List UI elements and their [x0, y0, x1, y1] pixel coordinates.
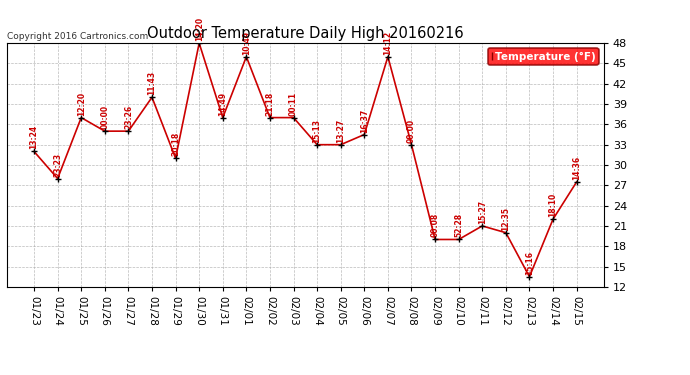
Text: 11:43: 11:43	[148, 71, 157, 95]
Text: 14:12: 14:12	[384, 30, 393, 55]
Text: 16:37: 16:37	[359, 108, 368, 132]
Text: 23:23: 23:23	[53, 152, 62, 177]
Text: 00:11: 00:11	[289, 92, 298, 116]
Text: 21:18: 21:18	[266, 92, 275, 116]
Text: 00:08: 00:08	[431, 213, 440, 237]
Text: 13:24: 13:24	[30, 125, 39, 149]
Text: 10:49: 10:49	[242, 30, 251, 55]
Text: 14:20: 14:20	[195, 17, 204, 41]
Text: 15:16: 15:16	[525, 251, 534, 274]
Text: 18:10: 18:10	[549, 193, 558, 217]
Text: Copyright 2016 Cartronics.com: Copyright 2016 Cartronics.com	[7, 32, 148, 41]
Text: 12:35: 12:35	[502, 207, 511, 231]
Text: 12:20: 12:20	[77, 92, 86, 116]
Text: 00:00: 00:00	[100, 105, 109, 129]
Text: 13:27: 13:27	[336, 118, 345, 142]
Text: 23:26: 23:26	[124, 105, 133, 129]
Text: 14:49: 14:49	[218, 92, 227, 116]
Text: 15:13: 15:13	[313, 118, 322, 142]
Text: 52:28: 52:28	[454, 213, 463, 237]
Text: 15:27: 15:27	[477, 200, 486, 224]
Title: Outdoor Temperature Daily High 20160216: Outdoor Temperature Daily High 20160216	[147, 26, 464, 40]
Text: 20:18: 20:18	[171, 132, 180, 156]
Legend: Temperature (°F): Temperature (°F)	[489, 48, 598, 64]
Text: 00:00: 00:00	[407, 118, 416, 142]
Text: 14:36: 14:36	[572, 156, 581, 180]
